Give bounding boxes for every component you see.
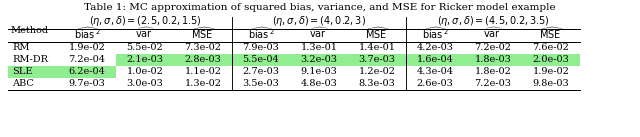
Text: 4.3e-04: 4.3e-04 xyxy=(417,68,454,76)
Text: 1.2e-02: 1.2e-02 xyxy=(358,68,396,76)
Text: 6.2e-04: 6.2e-04 xyxy=(68,68,106,76)
Text: $\widehat{\mathrm{MSE}}$: $\widehat{\mathrm{MSE}}$ xyxy=(539,26,563,41)
Text: 9.8e-03: 9.8e-03 xyxy=(532,79,570,89)
Text: $\widehat{\mathrm{bias}}^{\,2}$: $\widehat{\mathrm{bias}}^{\,2}$ xyxy=(248,26,275,41)
Bar xyxy=(464,54,522,66)
Text: 7.2e-02: 7.2e-02 xyxy=(474,44,511,52)
Bar xyxy=(232,54,290,66)
Text: 7.9e-03: 7.9e-03 xyxy=(243,44,280,52)
Text: 5.5e-02: 5.5e-02 xyxy=(127,44,163,52)
Text: $\widehat{\mathrm{var}}$: $\widehat{\mathrm{var}}$ xyxy=(135,26,155,40)
Text: $(\eta,\sigma,\delta) = (2.5, 0.2, 1.5)$: $(\eta,\sigma,\delta) = (2.5, 0.2, 1.5)$ xyxy=(89,14,202,28)
Text: 1.1e-02: 1.1e-02 xyxy=(184,68,221,76)
Text: 2.6e-03: 2.6e-03 xyxy=(417,79,453,89)
Bar xyxy=(174,54,232,66)
Text: RM: RM xyxy=(12,44,29,52)
Text: 1.6e-04: 1.6e-04 xyxy=(417,55,453,65)
Text: 7.3e-02: 7.3e-02 xyxy=(184,44,221,52)
Text: $(\eta,\sigma,\delta) = (4, 0.2, 3)$: $(\eta,\sigma,\delta) = (4, 0.2, 3)$ xyxy=(272,14,366,28)
Text: 5.5e-04: 5.5e-04 xyxy=(243,55,280,65)
Text: 1.3e-02: 1.3e-02 xyxy=(184,79,221,89)
Text: 3.5e-03: 3.5e-03 xyxy=(243,79,280,89)
Text: $\widehat{\mathrm{var}}$: $\widehat{\mathrm{var}}$ xyxy=(309,26,329,40)
Text: ABC: ABC xyxy=(12,79,34,89)
Text: 3.2e-03: 3.2e-03 xyxy=(301,55,337,65)
Text: $\widehat{\mathrm{bias}}^{\,2}$: $\widehat{\mathrm{bias}}^{\,2}$ xyxy=(422,26,449,41)
Text: 1.0e-02: 1.0e-02 xyxy=(127,68,163,76)
Text: 1.8e-03: 1.8e-03 xyxy=(475,55,511,65)
Bar xyxy=(116,54,174,66)
Text: $\widehat{\mathrm{var}}$: $\widehat{\mathrm{var}}$ xyxy=(483,26,503,40)
Bar xyxy=(290,54,348,66)
Bar xyxy=(522,54,580,66)
Text: 8.3e-03: 8.3e-03 xyxy=(358,79,396,89)
Bar xyxy=(8,66,116,78)
Text: 2.0e-03: 2.0e-03 xyxy=(532,55,570,65)
Text: $(\eta,\sigma,\delta) = (4.5, 0.2, 3.5)$: $(\eta,\sigma,\delta) = (4.5, 0.2, 3.5)$ xyxy=(436,14,549,28)
Text: 3.7e-03: 3.7e-03 xyxy=(358,55,396,65)
Text: 4.2e-03: 4.2e-03 xyxy=(417,44,454,52)
Text: Method: Method xyxy=(10,26,48,35)
Text: $\widehat{\mathrm{MSE}}$: $\widehat{\mathrm{MSE}}$ xyxy=(365,26,389,41)
Text: 7.2e-04: 7.2e-04 xyxy=(68,55,106,65)
Text: 1.9e-02: 1.9e-02 xyxy=(532,68,570,76)
Text: 4.8e-03: 4.8e-03 xyxy=(301,79,337,89)
Text: 2.7e-03: 2.7e-03 xyxy=(243,68,280,76)
Text: 1.4e-01: 1.4e-01 xyxy=(358,44,396,52)
Text: $\widehat{\mathrm{MSE}}$: $\widehat{\mathrm{MSE}}$ xyxy=(191,26,216,41)
Text: SLE: SLE xyxy=(12,68,33,76)
Text: 3.0e-03: 3.0e-03 xyxy=(127,79,163,89)
Text: 1.8e-02: 1.8e-02 xyxy=(475,68,511,76)
Text: 7.2e-03: 7.2e-03 xyxy=(474,79,511,89)
Text: 9.1e-03: 9.1e-03 xyxy=(301,68,337,76)
Text: 2.8e-03: 2.8e-03 xyxy=(184,55,221,65)
Text: 9.7e-03: 9.7e-03 xyxy=(68,79,106,89)
Text: RM-DR: RM-DR xyxy=(12,55,48,65)
Bar xyxy=(348,54,406,66)
Text: 7.6e-02: 7.6e-02 xyxy=(532,44,570,52)
Text: $\widehat{\mathrm{bias}}^{\,2}$: $\widehat{\mathrm{bias}}^{\,2}$ xyxy=(74,26,100,41)
Text: 2.1e-03: 2.1e-03 xyxy=(127,55,163,65)
Text: 1.9e-02: 1.9e-02 xyxy=(68,44,106,52)
Bar xyxy=(406,54,464,66)
Text: 1.3e-01: 1.3e-01 xyxy=(301,44,337,52)
Text: Table 1: MC approximation of squared bias, variance, and MSE for Ricker model ex: Table 1: MC approximation of squared bia… xyxy=(84,3,556,12)
